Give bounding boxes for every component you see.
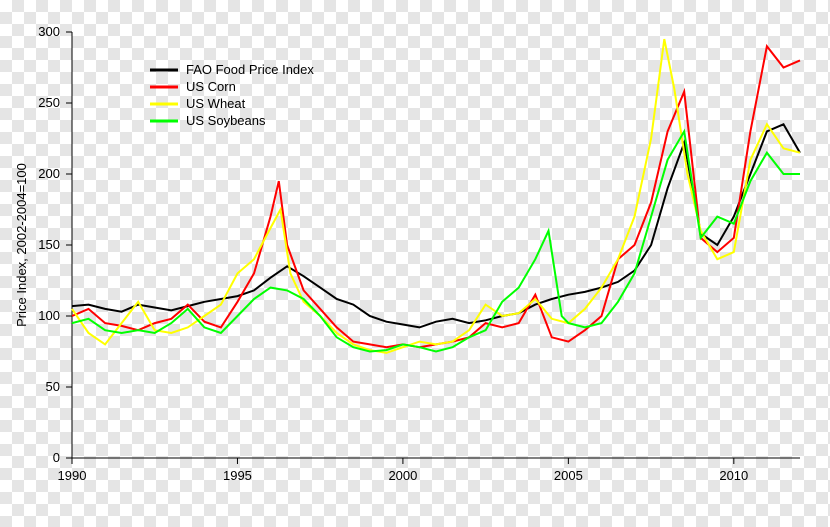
chart-svg: 1990 1995 2000 2005 2010 0 50 100 150 200 250 300 Pr… — [0, 0, 830, 527]
legend-label: FAO Food Price Index — [186, 62, 314, 77]
y-tick-label: 250 — [38, 95, 60, 110]
series-us-corn — [72, 46, 800, 347]
y-axis-title: Price Index, 2002-2004=100 — [14, 163, 29, 327]
legend-label: US Corn — [186, 79, 236, 94]
y-tick-label: 150 — [38, 237, 60, 252]
y-tick-label: 0 — [53, 450, 60, 465]
y-tick-label: 300 — [38, 24, 60, 39]
x-tick-label: 2010 — [719, 468, 748, 483]
legend-label: US Wheat — [186, 96, 246, 111]
x-tick-label: 2000 — [388, 468, 417, 483]
price-index-line-chart: 1990 1995 2000 2005 2010 0 50 100 150 200 250 300 Pr… — [0, 0, 830, 527]
y-tick-label: 100 — [38, 308, 60, 323]
x-tick-label: 1995 — [223, 468, 252, 483]
series-us-wheat — [72, 39, 800, 353]
series-us-soybeans — [72, 131, 800, 351]
y-tick-label: 50 — [46, 379, 60, 394]
legend-label: US Soybeans — [186, 113, 266, 128]
x-tick-label: 1990 — [58, 468, 87, 483]
x-tick-label: 2005 — [554, 468, 583, 483]
y-tick-label: 200 — [38, 166, 60, 181]
